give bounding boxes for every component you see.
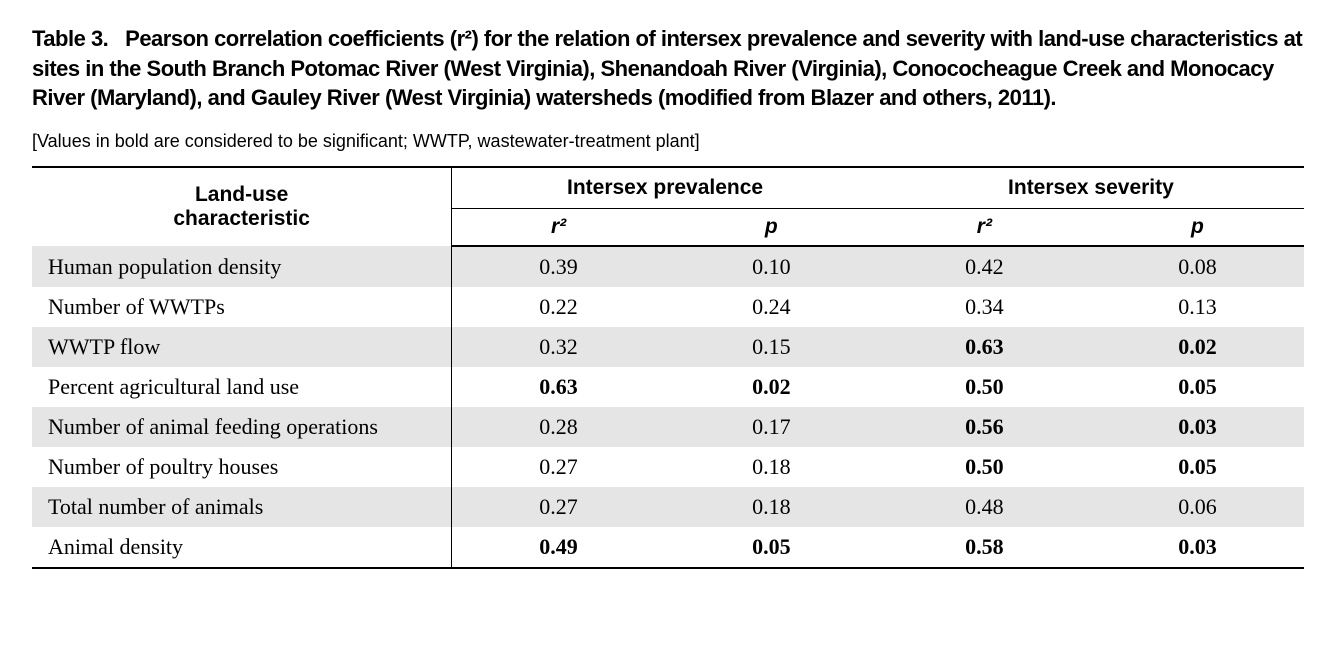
cell-prev-r2: 0.22 — [452, 287, 665, 327]
col-header-prevalence: Intersex prevalence — [452, 167, 878, 209]
cell-prev-p: 0.02 — [665, 367, 878, 407]
cell-prev-r2: 0.39 — [452, 246, 665, 287]
correlation-table: Land-use characteristic Intersex prevale… — [32, 166, 1304, 569]
table-row: Number of animal feeding operations0.280… — [32, 407, 1304, 447]
col-subheader-prev-r2: r² — [452, 209, 665, 247]
table-note: [Values in bold are considered to be sig… — [32, 131, 1304, 152]
cell-sev-r2: 0.34 — [878, 287, 1091, 327]
col-subheader-prev-p: p — [665, 209, 878, 247]
caption-text: Pearson correlation coefficients (r²) fo… — [32, 26, 1302, 110]
cell-sev-p: 0.08 — [1091, 246, 1304, 287]
table-row: WWTP flow0.320.150.630.02 — [32, 327, 1304, 367]
table-caption: Table 3. Pearson correlation coefficient… — [32, 24, 1304, 113]
cell-prev-r2: 0.49 — [452, 527, 665, 568]
header-landuse-line1: Land-use — [195, 183, 288, 206]
cell-sev-p: 0.05 — [1091, 367, 1304, 407]
row-label: Animal density — [32, 527, 452, 568]
col-header-severity: Intersex severity — [878, 167, 1304, 209]
cell-sev-p: 0.03 — [1091, 407, 1304, 447]
table-row: Number of WWTPs0.220.240.340.13 — [32, 287, 1304, 327]
cell-prev-p: 0.05 — [665, 527, 878, 568]
col-subheader-sev-p: p — [1091, 209, 1304, 247]
cell-prev-p: 0.24 — [665, 287, 878, 327]
table-row: Number of poultry houses0.270.180.500.05 — [32, 447, 1304, 487]
cell-prev-p: 0.10 — [665, 246, 878, 287]
cell-prev-p: 0.15 — [665, 327, 878, 367]
cell-sev-r2: 0.48 — [878, 487, 1091, 527]
cell-sev-r2: 0.50 — [878, 367, 1091, 407]
cell-prev-r2: 0.27 — [452, 447, 665, 487]
row-label: Number of poultry houses — [32, 447, 452, 487]
table-row: Animal density0.490.050.580.03 — [32, 527, 1304, 568]
cell-prev-r2: 0.28 — [452, 407, 665, 447]
row-label: WWTP flow — [32, 327, 452, 367]
cell-prev-r2: 0.27 — [452, 487, 665, 527]
table-number: Table 3. — [32, 26, 108, 51]
cell-sev-p: 0.05 — [1091, 447, 1304, 487]
cell-prev-p: 0.17 — [665, 407, 878, 447]
cell-sev-r2: 0.63 — [878, 327, 1091, 367]
row-label: Human population density — [32, 246, 452, 287]
row-label: Number of WWTPs — [32, 287, 452, 327]
cell-prev-p: 0.18 — [665, 447, 878, 487]
row-label: Total number of animals — [32, 487, 452, 527]
cell-sev-p: 0.02 — [1091, 327, 1304, 367]
cell-sev-r2: 0.56 — [878, 407, 1091, 447]
cell-prev-p: 0.18 — [665, 487, 878, 527]
cell-sev-r2: 0.58 — [878, 527, 1091, 568]
table-row: Total number of animals0.270.180.480.06 — [32, 487, 1304, 527]
cell-sev-p: 0.13 — [1091, 287, 1304, 327]
cell-sev-p: 0.03 — [1091, 527, 1304, 568]
col-header-landuse: Land-use characteristic — [32, 167, 452, 246]
cell-sev-p: 0.06 — [1091, 487, 1304, 527]
cell-sev-r2: 0.42 — [878, 246, 1091, 287]
row-label: Number of animal feeding operations — [32, 407, 452, 447]
table-row: Percent agricultural land use0.630.020.5… — [32, 367, 1304, 407]
table-body: Human population density0.390.100.420.08… — [32, 246, 1304, 568]
cell-sev-r2: 0.50 — [878, 447, 1091, 487]
row-label: Percent agricultural land use — [32, 367, 452, 407]
cell-prev-r2: 0.32 — [452, 327, 665, 367]
cell-prev-r2: 0.63 — [452, 367, 665, 407]
col-subheader-sev-r2: r² — [878, 209, 1091, 247]
table-row: Human population density0.390.100.420.08 — [32, 246, 1304, 287]
header-landuse-line2: characteristic — [173, 207, 310, 230]
